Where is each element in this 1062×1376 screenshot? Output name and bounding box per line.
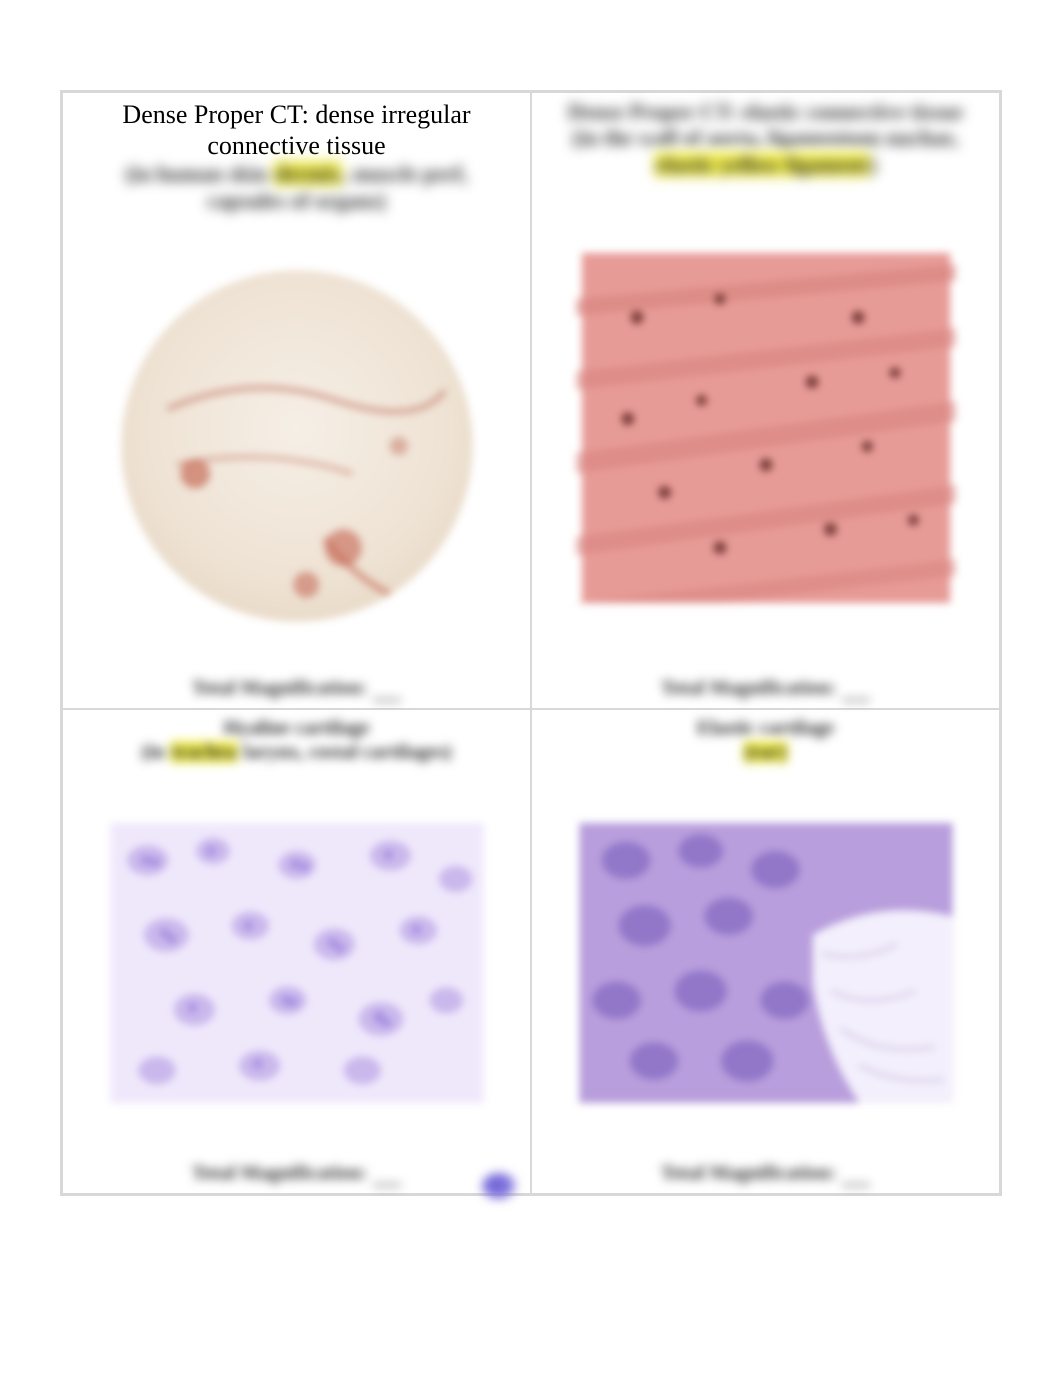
subtitle-line-2: elastic yellow ligament) xyxy=(568,152,963,178)
title-block: Dense Proper CT: elastic connective tiss… xyxy=(568,99,963,178)
micrograph-elastic-cartilage xyxy=(576,823,956,1103)
title-line-1: Dense Proper CT: elastic connective tiss… xyxy=(568,99,963,125)
title-line-1: Elastic cartilage xyxy=(697,716,834,740)
cell-dense-irregular: Dense Proper CT: dense irregular connect… xyxy=(62,92,531,709)
tissue-grid: Dense Proper CT: dense irregular connect… xyxy=(60,90,1002,1196)
micrograph-dense-irregular xyxy=(112,261,482,631)
micrograph-hyaline xyxy=(107,823,487,1103)
cell-elastic-ct: Dense Proper CT: elastic connective tiss… xyxy=(531,92,1000,709)
title-sharp: Dense Proper CT: dense irregular connect… xyxy=(73,99,520,161)
subtitle-line-2: capsules of organs) xyxy=(73,188,520,214)
cell-hyaline-cartilage: Hyaline cartilage (in trachea larynx, co… xyxy=(62,709,531,1194)
micrograph-wrap xyxy=(73,770,520,1156)
highlight-word: trachea xyxy=(170,741,238,763)
cell-elastic-cartilage: Elastic cartilage (ear) xyxy=(531,709,1000,1194)
subtitle-line-1: (in human skin dermis, muscle perf, xyxy=(73,161,520,187)
micrograph-wrap xyxy=(542,770,989,1156)
micrograph-wrap xyxy=(73,220,520,671)
worksheet-page: Dense Proper CT: dense irregular connect… xyxy=(0,0,1062,1376)
subtitle-line-1: (ear) xyxy=(697,740,834,764)
highlight-word: dermis xyxy=(273,161,342,186)
highlight-word: (ear) xyxy=(743,741,788,763)
subtitle-line-1: (in the wall of aorta, ligamentum nuchae… xyxy=(568,125,963,151)
title-line-1: Hyaline cartilage xyxy=(141,716,451,740)
subtitle-line-1: (in trachea larynx, costal cartilages) xyxy=(141,740,451,764)
micrograph-elastic-ct xyxy=(576,253,956,603)
magnification-line: Total Magnification: xyxy=(192,1162,401,1185)
magnification-label: Total Magnification: xyxy=(192,1162,367,1184)
magnification-value[interactable] xyxy=(373,677,401,701)
magnification-value[interactable] xyxy=(842,677,870,701)
title-block: Elastic cartilage (ear) xyxy=(697,716,834,764)
highlight-word: elastic yellow ligament xyxy=(654,152,869,177)
magnification-line: Total Magnification: xyxy=(661,1162,870,1185)
magnification-line: Total Magnification: xyxy=(661,677,870,700)
magnification-line: Total Magnification: xyxy=(192,677,401,700)
micrograph-wrap xyxy=(542,184,989,671)
magnification-label: Total Magnification: xyxy=(661,1162,836,1184)
magnification-label: Total Magnification: xyxy=(661,677,836,699)
decorative-blob xyxy=(482,1173,516,1199)
magnification-value[interactable] xyxy=(373,1162,401,1186)
magnification-value[interactable] xyxy=(842,1162,870,1186)
title-block: Dense Proper CT: dense irregular connect… xyxy=(73,99,520,214)
title-block: Hyaline cartilage (in trachea larynx, co… xyxy=(141,716,451,764)
magnification-label: Total Magnification: xyxy=(192,677,367,699)
